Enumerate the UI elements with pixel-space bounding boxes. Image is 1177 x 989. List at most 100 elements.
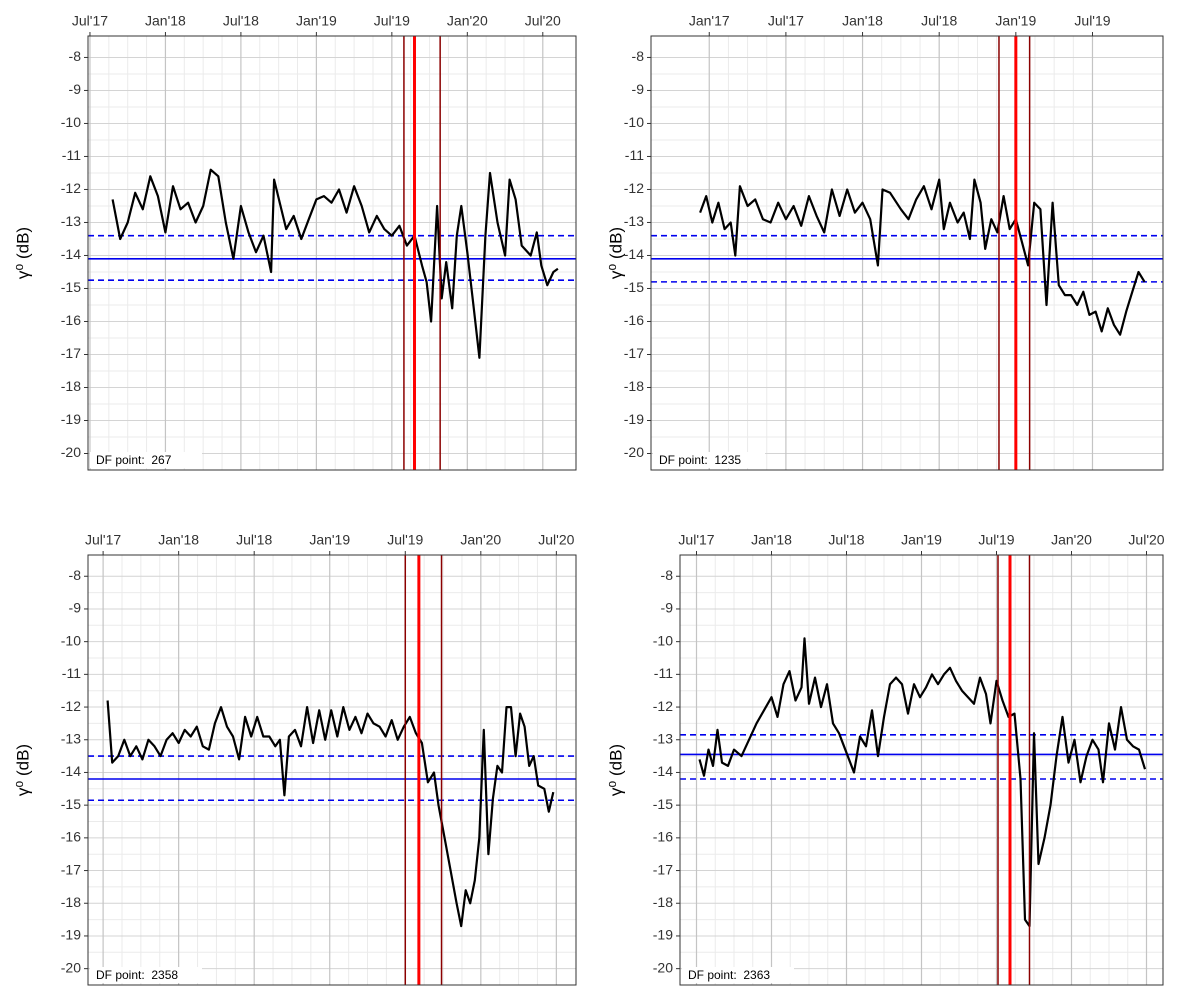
panel: -8 -9 -10 -11 -12 -13 -14 -15 -16 -17 -18 -19 -20 Jan… <box>606 13 1164 471</box>
x-tick-label: Jan'18 <box>842 13 883 29</box>
y-axis-label: γ⁰ (dB) <box>13 227 32 279</box>
y-tick-label: -8 <box>661 567 674 583</box>
panel: -8 -9 -10 -11 -12 -13 -14 -15 -16 -17 -18 -19 -20 Jul… <box>13 13 577 471</box>
y-tick-label: -11 <box>654 665 673 681</box>
x-tick-label: Jul'18 <box>236 532 272 548</box>
x-tick-label: Jul'17 <box>72 13 108 29</box>
y-tick-label: -19 <box>61 927 81 943</box>
y-tick-label: -14 <box>624 246 644 262</box>
x-tick-label: Jan'19 <box>995 13 1036 29</box>
y-tick-label: -15 <box>61 796 81 812</box>
data-line <box>698 637 1147 928</box>
x-tick-label: Jul'17 <box>85 532 121 548</box>
y-tick-label: -13 <box>624 213 644 229</box>
y-tick-label: -11 <box>625 147 644 163</box>
annotation-background <box>90 967 202 983</box>
x-tick-label: Jul'19 <box>978 532 1014 548</box>
y-tick-label: -14 <box>653 763 673 779</box>
y-tick-label: -12 <box>653 698 673 714</box>
x-tick-label: Jul'20 <box>525 13 561 29</box>
y-tick-label: -16 <box>61 829 81 845</box>
plot-border <box>650 35 1164 471</box>
y-tick-label: -20 <box>653 959 673 975</box>
x-tick-label: Jan'19 <box>296 13 337 29</box>
y-tick-label: -15 <box>61 279 81 295</box>
x-tick-label: Jul'19 <box>387 532 423 548</box>
x-tick-label: Jan'19 <box>901 532 942 548</box>
y-tick-label: -18 <box>624 378 644 394</box>
annotation: DF point: 2358 <box>96 968 178 982</box>
y-tick-label: -11 <box>62 665 81 681</box>
data-line <box>111 168 559 359</box>
x-tick-label: Jan'20 <box>460 532 501 548</box>
y-tick-label: -12 <box>624 180 644 196</box>
x-tick-label: Jan'20 <box>447 13 488 29</box>
y-tick-label: -19 <box>653 927 673 943</box>
y-tick-label: -18 <box>653 894 673 910</box>
y-axis-label: γ⁰ (dB) <box>606 227 625 279</box>
x-tick-label: Jul'17 <box>678 532 714 548</box>
x-tick-label: Jan'20 <box>1051 532 1092 548</box>
plot-background <box>88 36 576 470</box>
y-tick-label: -15 <box>624 279 644 295</box>
y-tick-label: -9 <box>69 600 82 616</box>
x-tick-label: Jul'20 <box>1128 532 1164 548</box>
y-axis-label: γ⁰ (dB) <box>606 744 625 796</box>
y-tick-label: -14 <box>61 246 81 262</box>
y-tick-label: -20 <box>61 959 81 975</box>
plot-border <box>87 35 577 471</box>
y-tick-label: -17 <box>61 345 81 361</box>
y-tick-label: -10 <box>624 114 644 130</box>
y-tick-label: -15 <box>653 796 673 812</box>
y-tick-label: -18 <box>61 378 81 394</box>
plot-border <box>87 554 577 986</box>
plot-border <box>679 554 1164 986</box>
plot-background <box>651 36 1163 470</box>
y-tick-label: -18 <box>61 894 81 910</box>
y-tick-label: -10 <box>653 632 673 648</box>
y-tick-label: -9 <box>661 600 674 616</box>
annotation: DF point: 267 <box>96 453 172 467</box>
x-tick-label: Jul'18 <box>921 13 957 29</box>
y-tick-label: -8 <box>632 48 645 64</box>
y-tick-label: -12 <box>61 180 81 196</box>
plot-background <box>88 555 576 985</box>
y-tick-label: -10 <box>61 114 81 130</box>
y-tick-label: -17 <box>61 861 81 877</box>
y-tick-label: -19 <box>624 411 644 427</box>
annotation: DF point: 1235 <box>659 453 741 467</box>
x-tick-label: Jul'17 <box>768 13 804 29</box>
y-tick-label: -17 <box>624 345 644 361</box>
y-tick-label: -11 <box>62 147 81 163</box>
y-tick-label: -12 <box>61 698 81 714</box>
annotation-background <box>90 452 202 468</box>
y-tick-label: -19 <box>61 411 81 427</box>
y-tick-label: -16 <box>653 829 673 845</box>
y-tick-label: -13 <box>61 730 81 746</box>
annotation-background <box>682 967 794 983</box>
y-tick-label: -13 <box>653 730 673 746</box>
x-tick-label: Jan'19 <box>309 532 350 548</box>
panel: -8 -9 -10 -11 -12 -13 -14 -15 -16 -17 -18 -19 -20 Jul… <box>606 532 1165 986</box>
x-tick-label: Jan'18 <box>145 13 186 29</box>
x-tick-label: Jul'18 <box>223 13 259 29</box>
x-tick-label: Jul'19 <box>374 13 410 29</box>
y-tick-label: -10 <box>61 632 81 648</box>
annotation: DF point: 2363 <box>688 968 770 982</box>
y-tick-label: -9 <box>69 81 82 97</box>
x-tick-label: Jan'18 <box>158 532 199 548</box>
y-tick-label: -8 <box>69 567 82 583</box>
y-tick-label: -16 <box>624 312 644 328</box>
data-line <box>106 700 555 928</box>
x-tick-label: Jul'18 <box>828 532 864 548</box>
x-tick-label: Jul'19 <box>1074 13 1110 29</box>
annotation-background <box>653 452 765 468</box>
x-tick-label: Jan'18 <box>751 532 792 548</box>
y-tick-label: -9 <box>632 81 645 97</box>
y-tick-label: -17 <box>653 861 673 877</box>
data-line <box>699 178 1146 336</box>
y-tick-label: -14 <box>61 763 81 779</box>
y-tick-label: -8 <box>69 48 82 64</box>
